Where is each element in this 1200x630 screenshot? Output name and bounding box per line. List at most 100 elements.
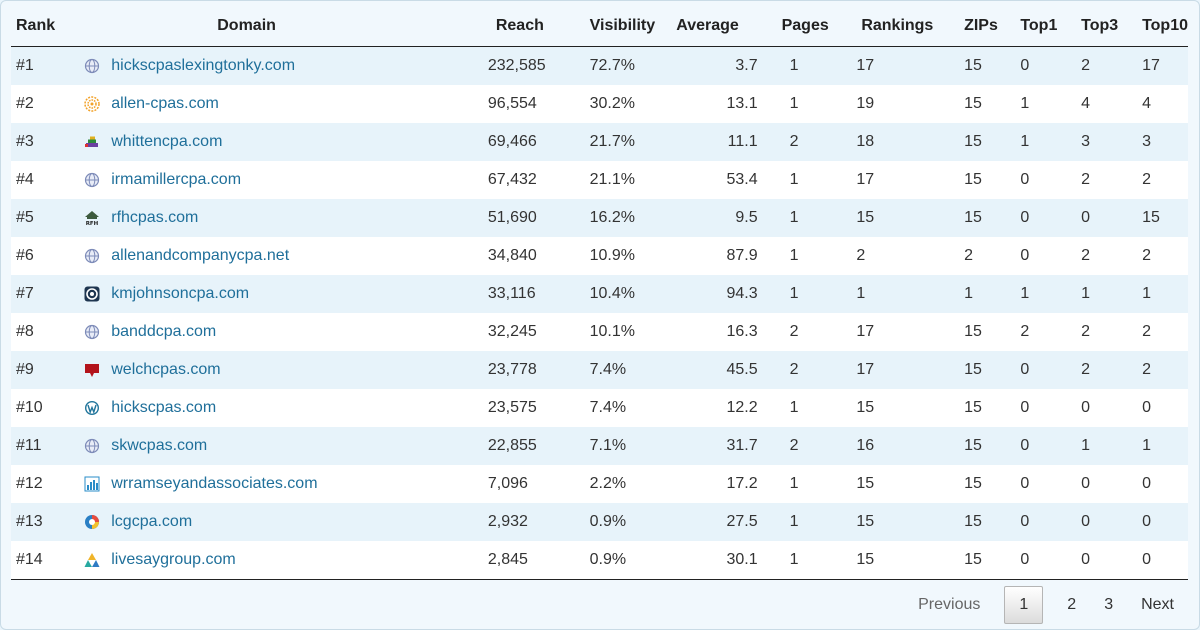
reach-cell: 23,575	[481, 389, 590, 427]
pages-cell: 2	[773, 427, 857, 465]
header-top3[interactable]: Top3	[1081, 6, 1143, 47]
top10-cell: 3	[1142, 123, 1188, 161]
stack-icon	[84, 134, 100, 150]
domain-link[interactable]: welchcpas.com	[111, 361, 221, 378]
domain-link[interactable]: banddcpa.com	[111, 323, 217, 340]
globe-icon	[84, 172, 100, 188]
header-visibility[interactable]: Visibility	[589, 6, 677, 47]
rank-cell: #12	[11, 465, 85, 503]
previous-page-button[interactable]: Previous	[918, 596, 981, 613]
domain-link[interactable]: skwcpas.com	[111, 437, 208, 454]
page-2-button[interactable]: 2	[1067, 596, 1077, 613]
domain-link[interactable]: whittencpa.com	[111, 133, 223, 150]
top3-cell: 0	[1081, 389, 1143, 427]
domain-link[interactable]: allenandcompanycpa.net	[111, 247, 290, 264]
header-pages[interactable]: Pages	[773, 6, 857, 47]
zips-cell: 15	[964, 351, 1021, 389]
domain-link[interactable]: hickscpaslexingtonky.com	[111, 57, 296, 74]
top1-cell: 0	[1020, 199, 1082, 237]
rankings-cell: 17	[856, 351, 965, 389]
rankings-cell: 1	[856, 275, 965, 313]
circle-badge-icon	[84, 286, 100, 302]
header-domain[interactable]: Domain	[84, 6, 482, 47]
top10-cell: 2	[1142, 161, 1188, 199]
svg-text:RFH: RFH	[86, 221, 99, 226]
visibility-cell: 21.7%	[589, 123, 677, 161]
visibility-cell: 7.4%	[589, 351, 677, 389]
visibility-cell: 10.9%	[589, 237, 677, 275]
domain-cell: lcgcpa.com	[84, 503, 482, 541]
domain-cell: hickscpaslexingtonky.com	[84, 46, 482, 85]
next-page-button[interactable]: Next	[1141, 596, 1174, 613]
pages-cell: 1	[773, 389, 857, 427]
top3-cell: 1	[1081, 427, 1143, 465]
red-banner-icon	[84, 362, 100, 378]
top1-cell: 1	[1020, 85, 1082, 123]
rank-cell: #6	[11, 237, 85, 275]
top3-cell: 0	[1081, 465, 1143, 503]
domain-cell: allen-cpas.com	[84, 85, 482, 123]
domain-link[interactable]: rfhcpas.com	[111, 209, 199, 226]
top3-cell: 2	[1081, 313, 1143, 351]
table-row: #3 whittencpa.com 69,466 21.7% 11.1 2 18 15 1 3 3	[11, 123, 1188, 161]
domain-link[interactable]: lcgcpa.com	[111, 513, 193, 530]
rfh-house-icon: RFH	[84, 210, 100, 227]
domain-link[interactable]: hickscpas.com	[111, 399, 217, 416]
visibility-cell: 7.4%	[589, 389, 677, 427]
table-row: #14 livesaygroup.com 2,845 0.9% 30.1 1 15 15 0 0 0	[11, 541, 1188, 580]
domain-link[interactable]: irmamillercpa.com	[111, 171, 242, 188]
visibility-cell: 2.2%	[589, 465, 677, 503]
pages-cell: 1	[773, 161, 857, 199]
average-cell: 11.1	[676, 123, 774, 161]
header-top10[interactable]: Top10	[1142, 6, 1188, 47]
rankings-cell: 15	[856, 465, 965, 503]
visibility-cell: 30.2%	[589, 85, 677, 123]
table-row: #2 allen-cpas.com 96,554 30.2% 13.1 1 19 15 1 4 4	[11, 85, 1188, 123]
domain-link[interactable]: wrramseyandassociates.com	[111, 475, 318, 492]
domain-link[interactable]: livesaygroup.com	[111, 551, 236, 568]
rankings-cell: 18	[856, 123, 965, 161]
table-header-row: Rank Domain Reach Visibility Average Pag…	[11, 6, 1188, 47]
top10-cell: 0	[1142, 541, 1188, 580]
rank-cell: #11	[11, 427, 85, 465]
top10-cell: 2	[1142, 237, 1188, 275]
top1-cell: 0	[1020, 161, 1082, 199]
average-cell: 17.2	[676, 465, 774, 503]
zips-cell: 15	[964, 161, 1021, 199]
domain-cell: RFH rfhcpas.com	[84, 199, 482, 237]
top10-cell: 1	[1142, 275, 1188, 313]
average-cell: 45.5	[676, 351, 774, 389]
header-zips[interactable]: ZIPs	[964, 6, 1021, 47]
top1-cell: 1	[1020, 123, 1082, 161]
rankings-cell: 16	[856, 427, 965, 465]
pages-cell: 1	[773, 85, 857, 123]
rankings-cell: 15	[856, 199, 965, 237]
pages-cell: 1	[773, 199, 857, 237]
rankings-cell: 17	[856, 313, 965, 351]
domain-link[interactable]: allen-cpas.com	[111, 95, 219, 112]
visibility-cell: 16.2%	[589, 199, 677, 237]
header-rank[interactable]: Rank	[11, 6, 85, 47]
page-3-button[interactable]: 3	[1104, 596, 1114, 613]
pages-cell: 1	[773, 237, 857, 275]
globe-icon	[84, 324, 100, 340]
zips-cell: 15	[964, 46, 1021, 85]
header-top1[interactable]: Top1	[1020, 6, 1082, 47]
header-reach[interactable]: Reach	[481, 6, 590, 47]
top10-cell: 1	[1142, 427, 1188, 465]
globe-icon	[84, 248, 100, 264]
zips-cell: 2	[964, 237, 1021, 275]
rankings-cell: 15	[856, 503, 965, 541]
table-body: #1 hickscpaslexingtonky.com 232,585 72.7% 3.…	[11, 46, 1188, 580]
header-average[interactable]: Average	[676, 6, 774, 47]
top3-cell: 3	[1081, 123, 1143, 161]
page-1-button[interactable]: 1	[1004, 586, 1044, 624]
average-cell: 31.7	[676, 427, 774, 465]
rank-cell: #7	[11, 275, 85, 313]
domain-link[interactable]: kmjohnsoncpa.com	[111, 285, 250, 302]
pages-cell: 2	[773, 313, 857, 351]
reach-cell: 34,840	[481, 237, 590, 275]
top10-cell: 0	[1142, 389, 1188, 427]
header-rankings[interactable]: Rankings	[856, 6, 965, 47]
reach-cell: 232,585	[481, 46, 590, 85]
